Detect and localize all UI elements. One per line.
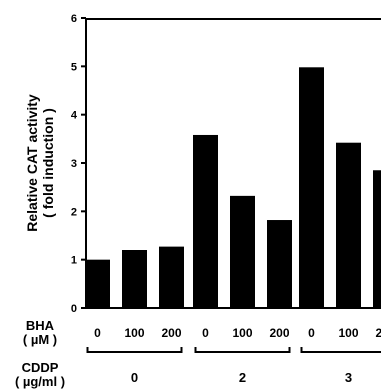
bha-tick-label: 0 [94, 326, 101, 340]
bha-unit: ( µM ) [23, 332, 57, 347]
y-axis-title-line2: ( fold induction ) [40, 108, 56, 218]
bar [230, 195, 255, 308]
bha-tick-label: 100 [338, 326, 358, 340]
bar [336, 142, 361, 308]
bha-label: BHA [26, 318, 55, 333]
bha-tick-label: 0 [308, 326, 315, 340]
bha-tick-label: 200 [375, 326, 381, 340]
y-tick-label: 2 [71, 206, 77, 218]
cddp-unit: ( µg/ml ) [15, 374, 65, 389]
group-brackets [86, 347, 381, 353]
cddp-group-label: 0 [131, 370, 138, 385]
group-bracket [194, 347, 291, 353]
bha-tick-label: 100 [232, 326, 252, 340]
y-tick-label: 3 [71, 158, 77, 170]
bar [193, 134, 218, 308]
bha-tick-label: 100 [124, 326, 144, 340]
bha-tick-label: 200 [161, 326, 181, 340]
y-tick-label: 6 [71, 13, 77, 25]
group-bracket [86, 347, 183, 353]
bar [267, 220, 292, 308]
cddp-label: CDDP [22, 360, 59, 375]
bha-tick-label: 200 [269, 326, 289, 340]
y-tick-label: 0 [71, 303, 77, 315]
bha-tick-label: 0 [202, 326, 209, 340]
bars [85, 67, 381, 308]
y-axis-title-line1: Relative CAT activity [24, 94, 40, 232]
y-tick-label: 5 [71, 61, 77, 73]
y-tick-label: 4 [71, 110, 78, 122]
bar [159, 246, 184, 308]
cddp-labels: 0 2 3 [131, 370, 352, 385]
bar [299, 67, 324, 308]
cddp-group-label: 2 [239, 370, 246, 385]
bar [373, 170, 381, 308]
group-bracket [300, 347, 381, 353]
y-ticks: 0 1 2 3 4 5 6 [71, 13, 86, 315]
y-tick-label: 1 [71, 255, 77, 267]
bar [122, 250, 147, 308]
bha-labels: 0 100 200 0 100 200 0 100 200 [94, 326, 381, 340]
bar [85, 259, 110, 308]
cddp-group-label: 3 [345, 370, 352, 385]
